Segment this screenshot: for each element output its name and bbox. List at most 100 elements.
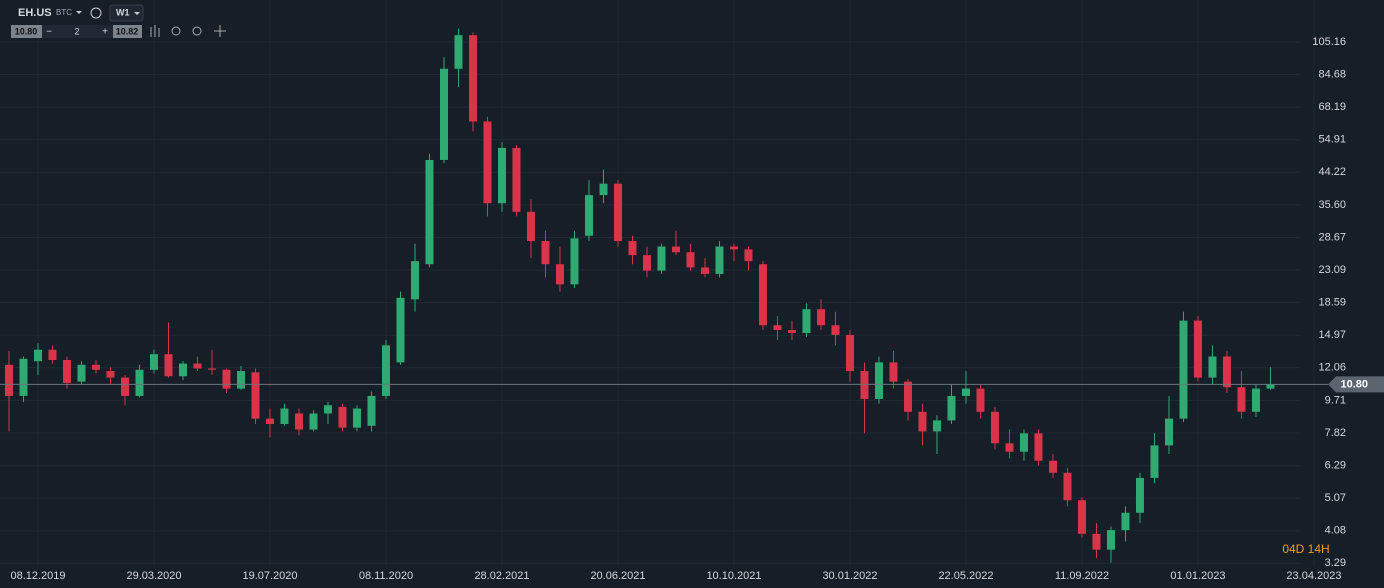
x-tick-label: 08.11.2020 bbox=[359, 570, 413, 582]
candle-body bbox=[961, 388, 970, 396]
interval[interactable]: W1 bbox=[116, 7, 130, 17]
candle-body bbox=[584, 195, 593, 236]
last-price-tag bbox=[1328, 376, 1384, 393]
candle-body bbox=[120, 377, 129, 396]
candle-body bbox=[164, 354, 173, 377]
y-tick-label: 18.59 bbox=[1318, 297, 1346, 309]
indicator-icon[interactable] bbox=[150, 25, 160, 37]
axis-labels: 105.16 84.68 68.19 54.91 44.22 35.60 28.67 23.0… bbox=[10, 36, 1384, 582]
candle-body bbox=[918, 411, 927, 432]
candle-body bbox=[1237, 387, 1246, 412]
candle-body bbox=[642, 255, 651, 271]
candle-body bbox=[410, 261, 419, 300]
dropdown-icon[interactable] bbox=[134, 12, 140, 15]
candle-body bbox=[425, 159, 434, 265]
candle-body bbox=[1150, 445, 1159, 478]
bid[interactable]: 10.80 bbox=[15, 26, 38, 36]
y-tick-label: 5.07 bbox=[1325, 492, 1346, 504]
candle-body bbox=[541, 241, 550, 265]
y-tick-label: 4.08 bbox=[1325, 525, 1346, 537]
exchange[interactable]: BTC bbox=[56, 8, 72, 17]
candle-body bbox=[19, 358, 28, 396]
candle-body bbox=[251, 372, 260, 419]
candle-body bbox=[1179, 320, 1188, 419]
candle-body bbox=[1193, 320, 1202, 378]
candle-body bbox=[222, 369, 231, 389]
y-tick-label: 28.67 bbox=[1318, 231, 1346, 243]
move-icon[interactable] bbox=[214, 25, 226, 37]
candle-body bbox=[1034, 433, 1043, 461]
candle-body bbox=[526, 211, 535, 242]
toolbar: EH.US BTC W1 10.80 − 2 + 10.82 bbox=[11, 4, 226, 38]
candle-body bbox=[845, 334, 854, 372]
candle-body bbox=[381, 345, 390, 396]
candle-body bbox=[178, 363, 187, 377]
countdown: 04D 14H bbox=[1282, 542, 1329, 556]
ask-box[interactable] bbox=[113, 25, 142, 38]
interval-box[interactable] bbox=[109, 4, 144, 22]
x-tick-label: 10.10.2021 bbox=[706, 570, 761, 582]
y-tick-label: 23.09 bbox=[1318, 264, 1346, 276]
last-price-label: 10.80 bbox=[1340, 378, 1368, 390]
candle-body bbox=[77, 364, 86, 382]
y-tick-label: 84.68 bbox=[1318, 68, 1346, 80]
y-tick-label: 54.91 bbox=[1318, 134, 1346, 146]
candle-body bbox=[62, 359, 71, 383]
candle-body bbox=[309, 413, 318, 430]
candle-body bbox=[671, 246, 680, 253]
candle-body bbox=[555, 264, 564, 285]
candle-body bbox=[729, 246, 738, 250]
info-icon[interactable] bbox=[90, 7, 102, 19]
candle-body bbox=[947, 395, 956, 421]
minus[interactable]: − bbox=[46, 27, 52, 38]
candle-body bbox=[628, 241, 637, 256]
candle-body bbox=[1077, 500, 1086, 534]
candle-body bbox=[570, 238, 579, 285]
candle-body bbox=[599, 183, 608, 196]
ask[interactable]: 10.82 bbox=[116, 26, 139, 36]
plus[interactable]: + bbox=[102, 27, 108, 38]
candle-body bbox=[497, 147, 506, 204]
y-tick-label: 7.82 bbox=[1325, 427, 1346, 439]
candle-body bbox=[367, 395, 376, 426]
candle-body bbox=[1063, 472, 1072, 501]
candle-body bbox=[860, 371, 869, 399]
candle-body bbox=[1266, 384, 1275, 389]
symbol[interactable]: EH.US bbox=[18, 7, 52, 19]
zoom-out-icon[interactable] bbox=[171, 26, 181, 36]
x-tick-label: 30.01.2022 bbox=[822, 570, 877, 582]
candle-body bbox=[831, 325, 840, 335]
candle-body bbox=[468, 35, 477, 122]
candle-body bbox=[454, 35, 463, 69]
y-tick-label: 35.60 bbox=[1318, 199, 1346, 211]
candle-body bbox=[1048, 460, 1057, 473]
candle-body bbox=[1005, 443, 1014, 452]
candle-body bbox=[323, 405, 332, 414]
candle-body bbox=[1164, 418, 1173, 446]
y-tick-label: 6.29 bbox=[1325, 460, 1346, 472]
quantity[interactable]: 2 bbox=[74, 26, 79, 36]
candle-body bbox=[483, 121, 492, 204]
candle-body bbox=[802, 309, 811, 333]
candle-body bbox=[932, 420, 941, 432]
x-tick-label: 20.06.2021 bbox=[590, 570, 645, 582]
zoom-in-icon[interactable] bbox=[192, 26, 202, 36]
bid-box[interactable] bbox=[11, 25, 42, 38]
candle-body bbox=[439, 68, 448, 160]
candle-body bbox=[207, 368, 216, 370]
candle-body bbox=[1208, 356, 1217, 378]
candle-body bbox=[976, 388, 985, 412]
candle-body bbox=[193, 363, 202, 369]
candle-body bbox=[265, 418, 274, 424]
candle-body bbox=[91, 364, 100, 370]
quantity-box[interactable] bbox=[42, 25, 113, 38]
candle-body bbox=[903, 381, 912, 412]
candle-body bbox=[1106, 530, 1115, 550]
candle-body bbox=[700, 267, 709, 274]
dropdown-icon[interactable] bbox=[76, 11, 82, 14]
candle-body bbox=[1251, 388, 1260, 412]
y-tick-label: 14.97 bbox=[1318, 329, 1346, 341]
x-tick-label: 19.07.2020 bbox=[242, 570, 297, 582]
candle-body bbox=[280, 408, 289, 424]
